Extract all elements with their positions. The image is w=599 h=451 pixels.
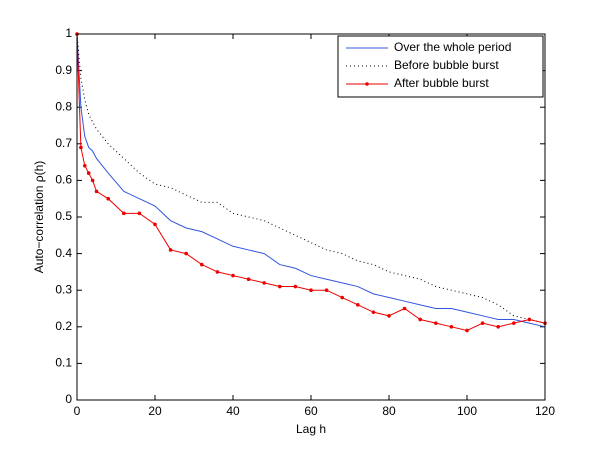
legend-marker <box>365 82 369 86</box>
series-marker <box>418 317 423 322</box>
x-tick-label: 40 <box>226 404 240 418</box>
x-tick-label: 60 <box>304 404 318 418</box>
series-marker <box>309 288 313 293</box>
y-tick-label: 0 <box>65 392 72 406</box>
series-marker <box>402 306 407 311</box>
y-tick-label: 0.7 <box>55 136 72 150</box>
axes-box <box>76 33 546 401</box>
series-marker <box>122 211 126 216</box>
y-tick-label: 0.8 <box>55 99 72 113</box>
legend-label: Before bubble burst <box>394 58 499 72</box>
series-marker <box>527 317 532 322</box>
series-marker <box>246 277 251 282</box>
legend-label: Over the whole period <box>394 40 511 54</box>
series-marker <box>512 321 516 325</box>
legend-box <box>337 35 544 98</box>
series-marker <box>137 211 142 216</box>
series-marker <box>278 284 282 289</box>
series-marker <box>215 270 220 274</box>
series-line <box>76 33 546 328</box>
series-marker <box>465 328 469 333</box>
series-marker <box>262 281 267 285</box>
y-tick-label: 0.4 <box>55 246 72 260</box>
y-tick-label: 0.9 <box>55 63 72 77</box>
series-marker <box>106 196 110 201</box>
series-marker <box>496 325 501 329</box>
y-tick-label: 1 <box>65 26 72 40</box>
x-axis-label: Lag h <box>296 422 326 436</box>
x-tick-label: 120 <box>535 404 555 418</box>
y-tick-label: 0.3 <box>55 282 72 296</box>
series-marker <box>200 262 204 267</box>
x-tick-label: 100 <box>457 404 477 418</box>
series-marker <box>324 288 329 293</box>
series-marker <box>356 303 360 307</box>
series-marker <box>94 189 99 194</box>
y-tick-label: 0.6 <box>55 173 72 187</box>
series-marker <box>449 325 454 329</box>
series-marker <box>168 248 173 252</box>
series-marker <box>153 222 157 227</box>
series-marker <box>83 163 87 168</box>
series-marker <box>434 321 438 325</box>
y-axis-label: Auto−correlation ρ(h) <box>32 161 46 274</box>
series-marker <box>371 310 376 314</box>
series-marker <box>387 314 391 318</box>
series-marker <box>231 273 235 278</box>
series-marker <box>293 284 298 289</box>
series-marker <box>79 145 83 150</box>
x-tick-label: 80 <box>382 404 396 418</box>
y-tick-label: 0.1 <box>55 356 72 370</box>
series-marker <box>86 171 91 175</box>
x-tick-label: 20 <box>148 404 162 418</box>
legend-label: After bubble burst <box>394 76 489 90</box>
series-marker <box>90 178 95 183</box>
y-tick-label: 0.2 <box>55 319 72 333</box>
series-marker <box>340 295 345 300</box>
series-marker <box>480 321 485 325</box>
x-tick-label: 0 <box>74 404 81 418</box>
y-tick-label: 0.5 <box>55 209 72 223</box>
series-marker <box>184 251 188 256</box>
